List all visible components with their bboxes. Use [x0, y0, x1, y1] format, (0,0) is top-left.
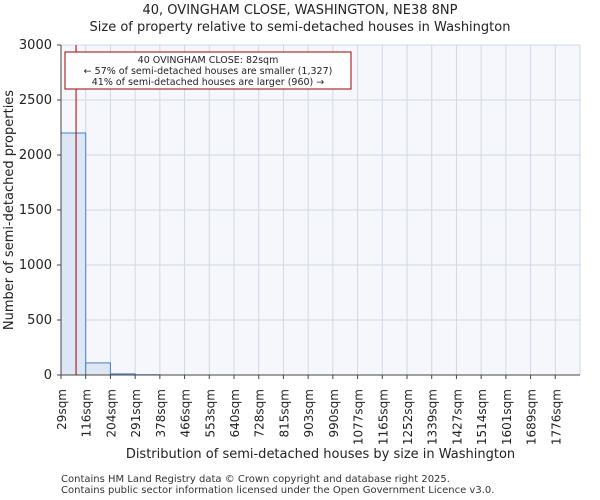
histogram-bar: [60, 132, 87, 376]
x-tick-label: 990sqm: [327, 389, 341, 437]
x-tick-label: 291sqm: [129, 389, 143, 437]
x-tick-label: 1077sqm: [352, 389, 366, 445]
y-tick-label: 2000: [19, 148, 52, 163]
footer-licence: Contains public sector information licen…: [61, 485, 495, 496]
footer-copyright: Contains HM Land Registry data © Crown c…: [61, 474, 450, 485]
x-tick-label: 1601sqm: [500, 389, 514, 445]
x-tick-label: 29sqm: [55, 389, 69, 430]
x-tick-label: 1427sqm: [450, 389, 464, 445]
y-tick-label: 1000: [19, 258, 52, 273]
x-tick-label: 1776sqm: [549, 389, 563, 445]
y-tick-label: 0: [44, 368, 52, 383]
chart-title: 40, OVINGHAM CLOSE, WASHINGTON, NE38 8NP: [142, 3, 458, 18]
x-tick-label: 204sqm: [104, 389, 118, 437]
chart-subtitle: Size of property relative to semi-detach…: [89, 20, 511, 35]
x-tick-label: 640sqm: [228, 389, 242, 437]
y-axis-label: Number of semi-detached properties: [2, 90, 17, 330]
annotation-box: [64, 51, 352, 90]
annotation-larger: 41% of semi-detached houses are larger (…: [92, 77, 325, 88]
x-tick-label: 466sqm: [179, 389, 193, 437]
x-tick-label: 815sqm: [277, 389, 291, 437]
y-tick-label: 500: [27, 313, 52, 328]
x-tick-label: 116sqm: [80, 389, 94, 437]
x-tick-label: 378sqm: [154, 389, 168, 437]
x-axis-label: Distribution of semi-detached houses by …: [126, 447, 515, 462]
x-tick-label: 728sqm: [253, 389, 267, 437]
x-tick-label: 903sqm: [302, 389, 316, 437]
x-tick-label: 1339sqm: [426, 389, 440, 445]
x-tick-label: 1252sqm: [401, 389, 415, 445]
y-tick-label: 2500: [19, 93, 52, 108]
y-tick-label: 1500: [19, 203, 52, 218]
annotation-title: 40 OVINGHAM CLOSE: 82sqm: [138, 55, 279, 66]
y-tick-label: 3000: [19, 38, 52, 53]
histogram-bar: [85, 362, 111, 376]
annotation-smaller: ← 57% of semi-detached houses are smalle…: [84, 66, 333, 77]
x-tick-label: 1165sqm: [376, 389, 390, 445]
x-tick-label: 1689sqm: [525, 389, 539, 445]
x-tick-label: 1514sqm: [475, 389, 489, 445]
x-tick-label: 553sqm: [203, 389, 217, 437]
